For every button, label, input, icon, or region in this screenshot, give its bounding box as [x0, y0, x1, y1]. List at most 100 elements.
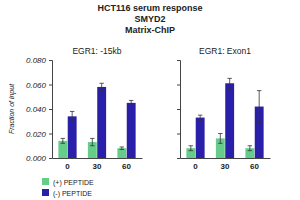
error-stem: [62, 138, 63, 143]
legend: (+) PEPTIDE (-) PEPTIDE: [42, 178, 94, 198]
x-tick-label: 60: [250, 162, 259, 171]
error-cap: [218, 143, 222, 144]
error-cap: [129, 100, 133, 101]
error-cap: [99, 83, 103, 84]
error-stem: [101, 83, 102, 90]
y-tick-mark: [177, 158, 180, 159]
y-tick: [177, 109, 180, 110]
error-cap: [248, 145, 252, 146]
header-line: HCT116 serum response: [97, 3, 202, 13]
error-cap: [129, 105, 133, 106]
x-tick: 30: [221, 158, 230, 171]
y-tick-mark: [49, 85, 52, 86]
error-cap: [189, 145, 193, 146]
x-tick: 0: [193, 158, 198, 171]
legend-label: (+) PEPTIDE: [53, 179, 94, 187]
error-cap: [90, 138, 94, 139]
error-cap: [257, 90, 261, 91]
error-cap: [70, 111, 74, 112]
y-axis-title: Fraction of input: [8, 83, 16, 134]
error-cap: [227, 88, 231, 89]
y-tick-label: 0.000: [26, 154, 47, 163]
error-bar: [198, 115, 202, 120]
header-line: SMYD2: [134, 14, 165, 24]
error-cap: [198, 115, 202, 116]
y-tick-mark: [177, 85, 180, 86]
error-cap: [90, 145, 94, 146]
x-tick: 60: [250, 158, 259, 171]
error-cap: [218, 133, 222, 134]
y-tick-mark: [49, 60, 52, 61]
panel-title: EGR1: Exon1: [199, 46, 251, 56]
bar: [127, 103, 136, 158]
y-tick-mark: [177, 109, 180, 110]
bar: [68, 116, 77, 158]
error-stem: [249, 146, 250, 151]
y-tick-label: 0.060: [26, 81, 47, 90]
y-tick: 0.020: [26, 130, 52, 139]
panel-title: EGR1: -15kb: [72, 46, 121, 56]
header-line: Matrix-ChIP: [125, 25, 175, 35]
y-axis: 0.000 0.020 0.040 0.060 0.080: [26, 56, 53, 163]
error-bar: [129, 100, 133, 105]
error-bar: [120, 147, 124, 149]
error-bar: [227, 78, 231, 88]
error-cap: [227, 78, 231, 79]
error-stem: [92, 138, 93, 145]
y-axis-line: [177, 61, 181, 159]
error-cap: [61, 138, 65, 139]
x-axis: 03060: [53, 158, 143, 171]
y-tick: 0.000: [26, 154, 52, 163]
y-axis: [177, 61, 181, 159]
error-cap: [248, 150, 252, 151]
y-tick-mark: [49, 134, 52, 135]
y-tick-mark: [177, 134, 180, 135]
y-tick: [177, 85, 180, 86]
error-bar: [61, 138, 65, 143]
bar: [196, 118, 205, 158]
x-tick: 30: [93, 158, 102, 171]
y-tick: 0.080: [26, 56, 52, 65]
y-tick-label: 0.040: [26, 105, 47, 114]
error-bar: [248, 146, 252, 151]
error-cap: [61, 143, 65, 144]
x-tick: 0: [65, 158, 70, 171]
y-tick: [177, 134, 180, 135]
legend-label: (-) PEPTIDE: [53, 190, 92, 198]
bar: [117, 148, 126, 158]
y-tick-mark: [49, 109, 52, 110]
error-cap: [120, 146, 124, 147]
error-cap: [257, 122, 261, 123]
x-axis-line: [181, 158, 271, 159]
x-tick-label: 30: [93, 162, 102, 171]
y-axis-line: [49, 61, 53, 159]
error-stem: [131, 100, 132, 105]
error-cap: [70, 121, 74, 122]
error-bar: [70, 111, 74, 121]
error-cap: [189, 150, 193, 151]
error-stem: [259, 91, 260, 123]
panel: 0 30 60 EGR1: Exon1: [177, 46, 271, 171]
legend-swatch: [42, 189, 49, 196]
error-cap: [99, 90, 103, 91]
plot-marks: [186, 78, 263, 158]
error-stem: [229, 78, 230, 88]
x-tick-label: 30: [221, 162, 230, 171]
error-bar: [257, 91, 261, 123]
error-stem: [220, 134, 221, 144]
plot-marks: [58, 83, 135, 158]
y-tick: [177, 60, 180, 61]
error-bar: [189, 146, 193, 151]
x-tick-label: 0: [193, 162, 198, 171]
y-tick-mark: [177, 60, 180, 61]
error-cap: [198, 120, 202, 121]
y-tick-label: 0.020: [26, 130, 47, 139]
error-cap: [120, 149, 124, 150]
error-stem: [72, 111, 73, 121]
x-tick-label: 0: [65, 162, 70, 171]
y-tick: 0.060: [26, 81, 52, 90]
error-bar: [218, 134, 222, 144]
panel: 0.0000.0200.0400.0600.08003060EGR1: -15k…: [8, 46, 143, 171]
error-stem: [200, 115, 201, 120]
legend-swatch: [42, 178, 49, 185]
